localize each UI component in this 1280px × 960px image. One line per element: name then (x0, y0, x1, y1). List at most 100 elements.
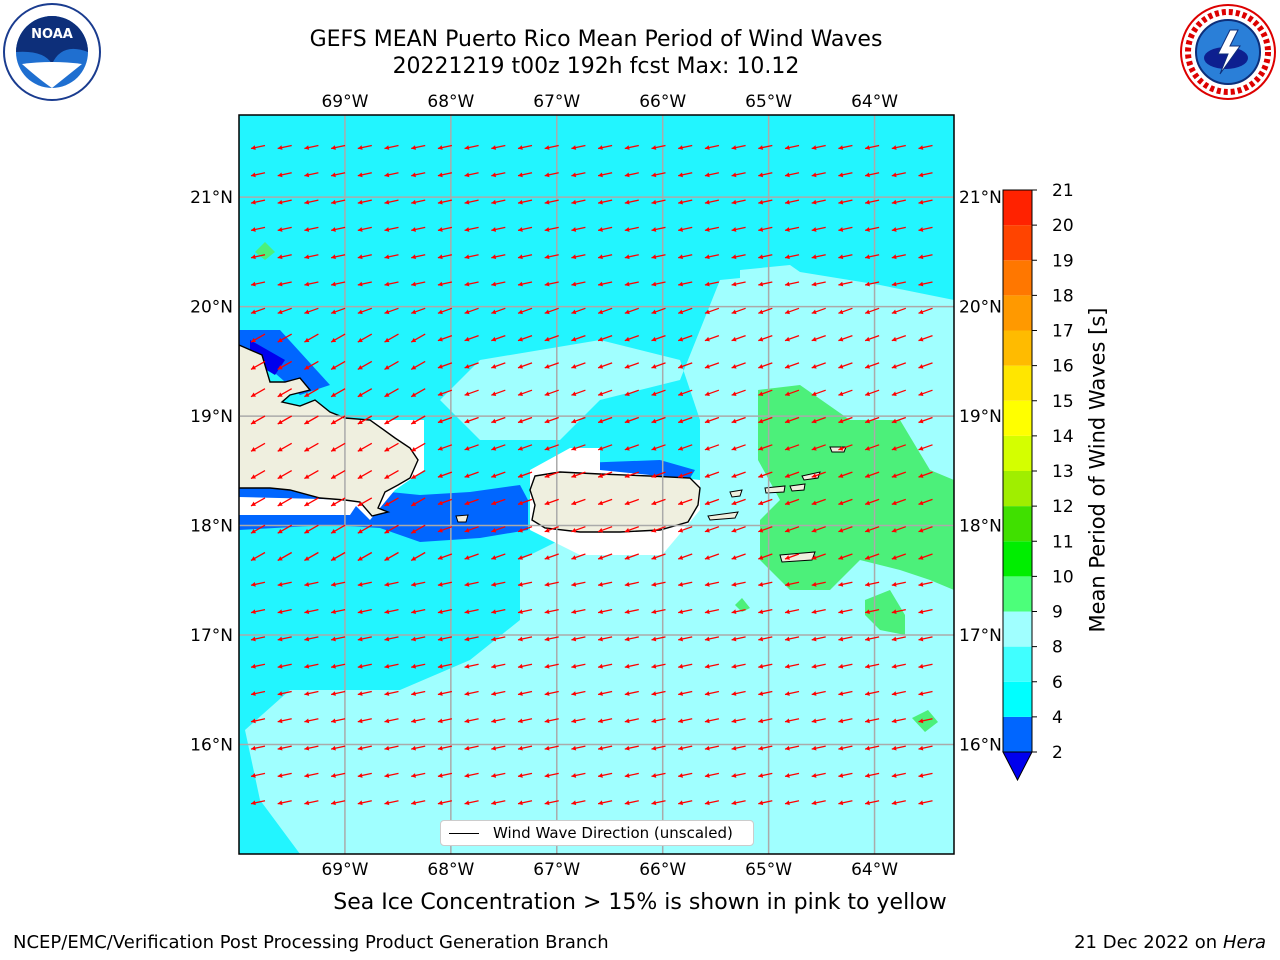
wind-wave-arrow (384, 551, 399, 562)
wind-wave-arrow (838, 471, 853, 478)
wind-wave-arrow (811, 199, 826, 205)
wind-wave-arrow (704, 526, 720, 533)
wind-wave-arrow (277, 172, 292, 178)
wind-wave-arrow (437, 199, 453, 205)
wind-wave-arrow (918, 772, 933, 778)
wind-wave-arrow (464, 498, 479, 506)
wind-wave-arrow (864, 144, 880, 150)
colorbar-tick-label: 18 (1052, 286, 1074, 306)
wind-wave-arrow (731, 471, 746, 478)
wind-wave-arrow (357, 254, 372, 260)
wind-wave-arrow (918, 144, 933, 150)
wind-wave-arrow (384, 144, 399, 150)
wind-wave-arrow (437, 307, 453, 315)
wind-wave-arrow (624, 172, 639, 178)
wind-wave-arrow (464, 416, 479, 424)
wind-wave-arrow (811, 144, 826, 150)
wind-wave-arrow (784, 498, 800, 506)
wind-wave-arrow (864, 172, 880, 178)
wind-wave-arrow (410, 388, 426, 398)
wind-wave-arrow (678, 663, 693, 669)
wind-wave-arrow (491, 172, 506, 178)
wind-wave-arrow (464, 690, 479, 696)
wind-wave-arrow (918, 663, 933, 669)
wind-wave-arrow (597, 553, 613, 560)
wind-wave-arrow (731, 362, 746, 369)
wind-wave-arrow (864, 226, 880, 232)
wind-wave-arrow (651, 389, 666, 396)
wind-wave-arrow (357, 718, 372, 724)
wind-wave-arrow (384, 226, 399, 232)
wind-wave-arrow (277, 497, 293, 507)
wind-wave-arrow (491, 800, 506, 806)
wind-wave-arrow (491, 608, 506, 615)
wind-wave-arrow (277, 199, 292, 205)
wind-wave-arrow (891, 362, 907, 369)
wind-wave-arrow (464, 581, 479, 587)
wind-wave-arrow (544, 307, 559, 315)
wind-wave-arrow (464, 745, 479, 751)
wind-wave-arrow (758, 608, 773, 615)
wind-wave-arrow (891, 172, 906, 178)
wind-wave-arrow (250, 470, 266, 480)
wind-wave-arrow (784, 362, 800, 369)
colorbar-segment (1003, 576, 1032, 612)
wind-wave-arrow (277, 254, 292, 260)
colorbar-tick-label: 21 (1052, 181, 1074, 201)
wind-wave-arrow (250, 360, 266, 370)
wind-wave-arrow (571, 471, 586, 478)
wind-wave-arrow (330, 254, 346, 260)
wind-wave-arrow (491, 226, 506, 232)
colorbar-segment (1003, 611, 1032, 647)
wind-wave-arrow (597, 745, 613, 751)
wind-wave-arrow (304, 333, 319, 343)
lat-label-right: 18°N (959, 517, 1002, 537)
wind-wave-arrow (918, 389, 933, 396)
wind-wave-arrow (277, 551, 293, 562)
wind-wave-arrow (811, 800, 826, 806)
wind-wave-arrow (277, 333, 293, 343)
wind-wave-arrow (517, 581, 533, 587)
wind-wave-arrow (437, 444, 453, 451)
wind-wave-arrow (437, 772, 453, 778)
colorbar-tick-label: 8 (1052, 638, 1063, 658)
wind-wave-arrow (571, 416, 586, 424)
field-6-8s-north (740, 265, 840, 310)
wind-wave-arrow (651, 663, 666, 669)
wind-wave-arrow (597, 663, 613, 669)
wind-wave-arrow (678, 718, 693, 724)
wind-wave-arrow (624, 745, 639, 751)
wind-wave-arrow (864, 254, 880, 260)
wind-wave-arrow (864, 334, 880, 342)
wind-wave-arrow (277, 388, 293, 398)
wind-wave-arrow (704, 581, 720, 587)
wind-wave-arrow (491, 553, 506, 560)
wind-wave-arrow (811, 389, 826, 396)
wind-wave-arrow (277, 524, 293, 534)
wind-wave-arrow (571, 498, 586, 506)
wind-wave-arrow (811, 553, 826, 560)
wind-wave-arrow (838, 172, 853, 178)
wind-wave-arrow (464, 199, 479, 205)
wind-wave-arrow (758, 745, 773, 751)
wind-wave-arrow (918, 718, 933, 724)
wind-wave-arrow (250, 442, 266, 452)
wind-wave-arrow (677, 389, 693, 396)
wind-wave-arrow (330, 581, 346, 587)
lon-label-bottom: 65°W (745, 860, 792, 880)
wind-wave-arrow (891, 199, 906, 205)
wind-wave-arrow (651, 718, 666, 724)
wind-wave-arrow (357, 524, 373, 534)
wind-wave-arrow (544, 416, 559, 424)
wind-wave-arrow (731, 199, 746, 205)
wind-wave-arrow (411, 718, 426, 724)
wind-wave-arrow (597, 362, 613, 369)
wind-wave-arrow (437, 281, 453, 287)
wind-wave-arrow (544, 281, 559, 287)
wind-wave-arrow (571, 636, 586, 642)
wind-wave-arrow (731, 498, 746, 506)
wind-wave-arrow (624, 553, 640, 560)
wind-wave-arrow (277, 415, 293, 425)
wind-wave-arrow (544, 199, 559, 205)
wind-wave-arrow (517, 416, 533, 424)
